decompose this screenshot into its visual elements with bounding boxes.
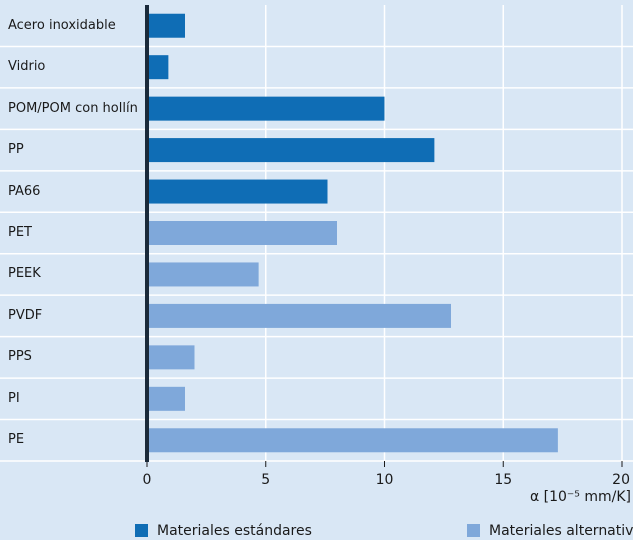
bar [147,138,435,163]
y-tick-label: PI [8,390,20,406]
bar [147,303,451,328]
x-tick-label: 0 [143,472,152,488]
bar [147,13,185,38]
y-tick-label: PA66 [8,183,41,199]
x-tick-label: 5 [261,472,270,488]
legend-swatch [135,524,148,537]
y-tick-label: PP [8,142,24,158]
y-tick-label: POM/POM con hollín [8,100,138,116]
y-tick-label: PE [8,432,25,448]
y-tick-label: PVDF [8,307,43,323]
legend-swatch [467,524,480,537]
bar [147,428,558,453]
x-tick-label: 20 [612,472,630,488]
bar [147,262,259,287]
bar [147,221,337,245]
y-tick-label: Vidrio [8,59,46,75]
x-axis-label: α [10⁻⁵ mm/K] [530,489,631,505]
bar [147,386,185,411]
bar [147,179,328,204]
bar [147,345,195,370]
y-tick-label: PET [8,224,32,240]
bar [147,96,385,121]
legend-label: Materiales alternativos [489,523,633,539]
bar [147,55,169,80]
x-tick-label: 15 [494,472,512,488]
y-tick-label: PPS [8,349,32,365]
x-tick-label: 10 [376,472,394,488]
y-tick-label: Acero inoxidable [8,17,116,33]
legend-label: Materiales estándares [157,523,312,539]
y-tick-label: PEEK [8,266,41,282]
